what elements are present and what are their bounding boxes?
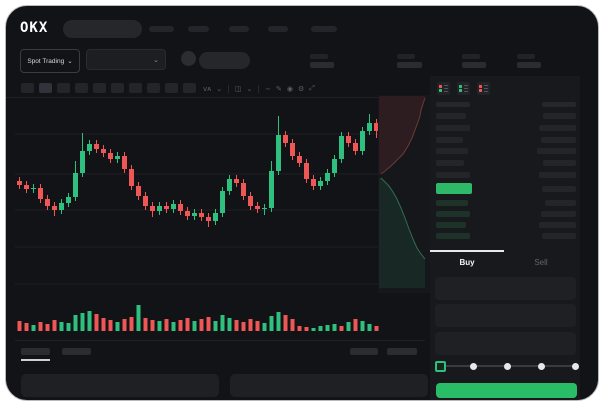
- interval-button[interactable]: [129, 83, 142, 93]
- bottom-action-placeholder[interactable]: [350, 348, 378, 355]
- last-price-highlight: [436, 183, 472, 194]
- stat-label-placeholder: [397, 54, 415, 59]
- combined-book-view-icon[interactable]: [437, 82, 450, 95]
- bid-row-amount[interactable]: [539, 222, 576, 228]
- token-avatar[interactable]: [181, 51, 196, 66]
- asks-only-view-icon[interactable]: [477, 82, 490, 95]
- bid-row-price[interactable]: [436, 211, 470, 217]
- ask-row-price[interactable]: [436, 160, 464, 166]
- slider-stop[interactable]: [572, 363, 579, 370]
- depth-strip-bg: [378, 95, 432, 293]
- separator: |: [227, 84, 230, 93]
- order-form-field[interactable]: [435, 304, 576, 327]
- interval-button[interactable]: [75, 83, 88, 93]
- stat-value-placeholder: [462, 62, 486, 68]
- orderbook-col-header-price: [436, 102, 470, 107]
- camera-icon[interactable]: ◉: [286, 84, 293, 93]
- slider-stop[interactable]: [470, 363, 477, 370]
- market-type-label: Spot Trading: [27, 57, 65, 65]
- pair-selector[interactable]: ⌄: [86, 49, 166, 70]
- draw-tool-icon[interactable]: ✎: [275, 84, 282, 93]
- market-type-selector[interactable]: Spot Trading ⌄: [20, 49, 80, 73]
- indicator-wave-icon[interactable]: ∼: [265, 84, 271, 93]
- ask-row-price[interactable]: [436, 137, 463, 143]
- interval-button[interactable]: [111, 83, 124, 93]
- interval-button[interactable]: [183, 83, 196, 93]
- chart-style-icon[interactable]: ◫: [234, 84, 242, 93]
- bottom-action-placeholder[interactable]: [387, 348, 417, 355]
- bottom-tab-underline: [21, 359, 50, 361]
- tab-sell[interactable]: Sell: [534, 258, 548, 267]
- ask-row-price[interactable]: [436, 172, 470, 178]
- last-price-amount: [542, 186, 576, 192]
- ask-row-amount[interactable]: [543, 160, 576, 166]
- bid-row-amount[interactable]: [545, 200, 576, 206]
- bid-row-amount[interactable]: [541, 211, 576, 217]
- pair-name-placeholder[interactable]: [199, 52, 250, 69]
- search-input[interactable]: [63, 20, 142, 38]
- bottom-panel: [230, 374, 428, 397]
- candlestick-chart[interactable]: [15, 97, 385, 337]
- ask-row-price[interactable]: [436, 148, 468, 154]
- separator: |: [257, 84, 261, 93]
- bottom-panel: [21, 374, 219, 397]
- chevron-down-icon: ⌄: [153, 56, 159, 64]
- bid-row-price[interactable]: [436, 222, 466, 228]
- nav-item-placeholder[interactable]: [188, 26, 209, 32]
- stat-label-placeholder: [462, 54, 480, 59]
- interval-button[interactable]: [21, 83, 34, 93]
- ask-row-price[interactable]: [436, 125, 470, 131]
- chart-tools: ᴠᴀ ⌄ | ◫ ⌄ | ∼ ✎ ◉ ⚙ ⤢: [203, 83, 315, 94]
- ask-row-amount[interactable]: [539, 172, 576, 178]
- stat-label-placeholder: [310, 54, 328, 59]
- bottom-tab-placeholder[interactable]: [62, 348, 91, 355]
- stat-value-placeholder: [310, 62, 334, 68]
- interval-button[interactable]: [39, 83, 52, 93]
- app-window: OKX Spot Trading ⌄ ⌄ ᴠᴀ ⌄ | ◫ ⌄ | ∼ ✎ ◉ ⚙ ⤢ Buy Se…: [5, 5, 599, 401]
- settings-gear-icon[interactable]: ⚙: [297, 84, 305, 93]
- chevron-down-icon[interactable]: ⌄: [216, 84, 223, 93]
- nav-item-placeholder[interactable]: [311, 26, 337, 32]
- stat-value-placeholder: [397, 62, 422, 68]
- nav-item-placeholder[interactable]: [149, 26, 174, 32]
- ask-row-amount[interactable]: [541, 137, 576, 143]
- slider-stop[interactable]: [504, 363, 511, 370]
- slider-stop[interactable]: [538, 363, 545, 370]
- interval-button[interactable]: [93, 83, 106, 93]
- slider-handle[interactable]: [435, 361, 446, 372]
- ask-row-amount[interactable]: [543, 113, 576, 119]
- buy-button[interactable]: [436, 383, 577, 398]
- interval-button[interactable]: [165, 83, 178, 93]
- bottom-tab-placeholder[interactable]: [21, 348, 50, 355]
- bid-row-amount[interactable]: [542, 233, 576, 239]
- nav-item-placeholder[interactable]: [268, 26, 288, 32]
- active-tab-indicator: [430, 250, 504, 252]
- order-form-field[interactable]: [435, 332, 576, 355]
- nav-item-placeholder[interactable]: [229, 26, 249, 32]
- interval-button[interactable]: [147, 83, 160, 93]
- tab-buy[interactable]: Buy: [459, 258, 475, 267]
- ask-row-amount[interactable]: [539, 125, 576, 131]
- bid-row-price[interactable]: [436, 233, 470, 239]
- interval-button[interactable]: [57, 83, 70, 93]
- bids-only-view-icon[interactable]: [457, 82, 470, 95]
- ask-row-price[interactable]: [436, 113, 466, 119]
- stat-label-placeholder: [517, 54, 535, 59]
- chevron-down-icon[interactable]: ⌄: [246, 84, 253, 93]
- orderbook-col-header-amount: [542, 102, 576, 107]
- ask-row-amount[interactable]: [537, 148, 576, 154]
- order-form-field[interactable]: [435, 277, 576, 300]
- bid-row-price[interactable]: [436, 200, 468, 206]
- depth-chart: [379, 96, 426, 288]
- chevron-down-icon: ⌄: [67, 58, 73, 65]
- stat-value-placeholder: [517, 62, 541, 68]
- indicator-va-icon[interactable]: ᴠᴀ: [203, 84, 212, 93]
- okx-logo[interactable]: OKX: [20, 20, 49, 36]
- fullscreen-icon[interactable]: ⤢: [309, 84, 315, 92]
